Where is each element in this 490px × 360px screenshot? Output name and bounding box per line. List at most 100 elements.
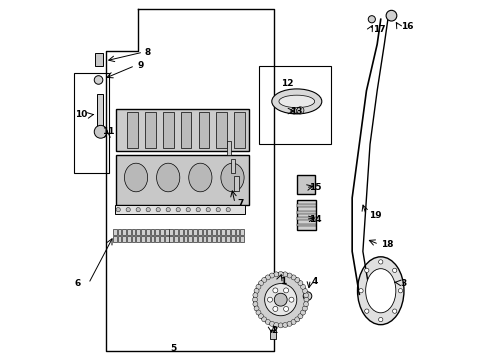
Bar: [297, 211, 317, 213]
Bar: [118, 236, 122, 242]
Bar: [270, 330, 276, 339]
Circle shape: [303, 293, 309, 298]
Bar: [297, 224, 317, 226]
Circle shape: [94, 76, 103, 84]
Bar: [127, 229, 131, 235]
Bar: [217, 229, 221, 235]
Circle shape: [386, 10, 397, 21]
Bar: [184, 236, 187, 242]
Circle shape: [291, 108, 297, 114]
Bar: [165, 229, 169, 235]
Circle shape: [392, 268, 397, 273]
Bar: [118, 229, 122, 235]
Bar: [181, 112, 192, 148]
Text: 10: 10: [74, 111, 87, 120]
Circle shape: [302, 306, 307, 311]
Circle shape: [287, 273, 292, 278]
Circle shape: [298, 314, 303, 319]
Circle shape: [295, 317, 300, 322]
Text: 12: 12: [281, 79, 294, 88]
Circle shape: [262, 278, 267, 283]
Bar: [212, 229, 216, 235]
Circle shape: [303, 292, 312, 300]
Bar: [117, 155, 248, 205]
Bar: [97, 94, 103, 130]
Circle shape: [270, 321, 274, 326]
Bar: [212, 236, 216, 242]
Bar: [136, 236, 140, 242]
Circle shape: [253, 302, 258, 307]
Circle shape: [146, 207, 150, 212]
Ellipse shape: [157, 163, 180, 192]
Circle shape: [284, 288, 289, 293]
Bar: [193, 236, 197, 242]
Circle shape: [303, 302, 309, 307]
Circle shape: [116, 207, 121, 212]
Bar: [202, 236, 206, 242]
Text: 3: 3: [400, 279, 407, 288]
Bar: [217, 236, 221, 242]
Circle shape: [300, 284, 305, 289]
Circle shape: [291, 319, 296, 324]
Circle shape: [206, 207, 210, 212]
Circle shape: [398, 289, 403, 293]
Bar: [122, 229, 126, 235]
Text: 9: 9: [137, 61, 144, 70]
Bar: [221, 229, 225, 235]
Bar: [155, 236, 159, 242]
Circle shape: [216, 207, 220, 212]
Circle shape: [273, 306, 278, 311]
Circle shape: [156, 207, 160, 212]
Text: 5: 5: [170, 344, 176, 353]
Circle shape: [283, 323, 288, 328]
Circle shape: [254, 306, 259, 311]
Text: 18: 18: [381, 240, 394, 249]
Circle shape: [254, 273, 308, 327]
Circle shape: [392, 309, 397, 313]
Circle shape: [256, 284, 261, 289]
Text: 17: 17: [373, 26, 386, 35]
Text: 11: 11: [102, 127, 115, 136]
Circle shape: [266, 319, 270, 324]
Bar: [174, 236, 178, 242]
Circle shape: [254, 288, 259, 293]
Circle shape: [274, 323, 279, 328]
Circle shape: [259, 281, 264, 285]
Bar: [240, 236, 244, 242]
Ellipse shape: [272, 89, 322, 114]
Bar: [202, 229, 206, 235]
Bar: [207, 236, 211, 242]
Circle shape: [265, 284, 297, 316]
Circle shape: [274, 293, 287, 306]
Circle shape: [256, 310, 261, 315]
Bar: [193, 229, 197, 235]
Bar: [74, 73, 109, 173]
Circle shape: [287, 321, 292, 326]
Bar: [179, 229, 183, 235]
Bar: [115, 205, 245, 214]
Bar: [174, 229, 178, 235]
Circle shape: [273, 288, 278, 293]
Circle shape: [379, 318, 383, 322]
Bar: [146, 229, 149, 235]
Bar: [184, 229, 187, 235]
Bar: [207, 229, 211, 235]
Bar: [297, 200, 317, 230]
Circle shape: [266, 275, 270, 280]
Bar: [150, 229, 154, 235]
Bar: [127, 236, 131, 242]
Bar: [113, 229, 117, 235]
Circle shape: [359, 289, 363, 293]
Bar: [240, 229, 244, 235]
Circle shape: [196, 207, 200, 212]
Circle shape: [126, 207, 130, 212]
Bar: [198, 236, 201, 242]
Bar: [188, 236, 192, 242]
Bar: [145, 112, 156, 148]
Ellipse shape: [124, 163, 147, 192]
Circle shape: [291, 275, 296, 280]
Circle shape: [226, 207, 230, 212]
Bar: [132, 236, 136, 242]
Bar: [141, 229, 145, 235]
Bar: [226, 229, 230, 235]
